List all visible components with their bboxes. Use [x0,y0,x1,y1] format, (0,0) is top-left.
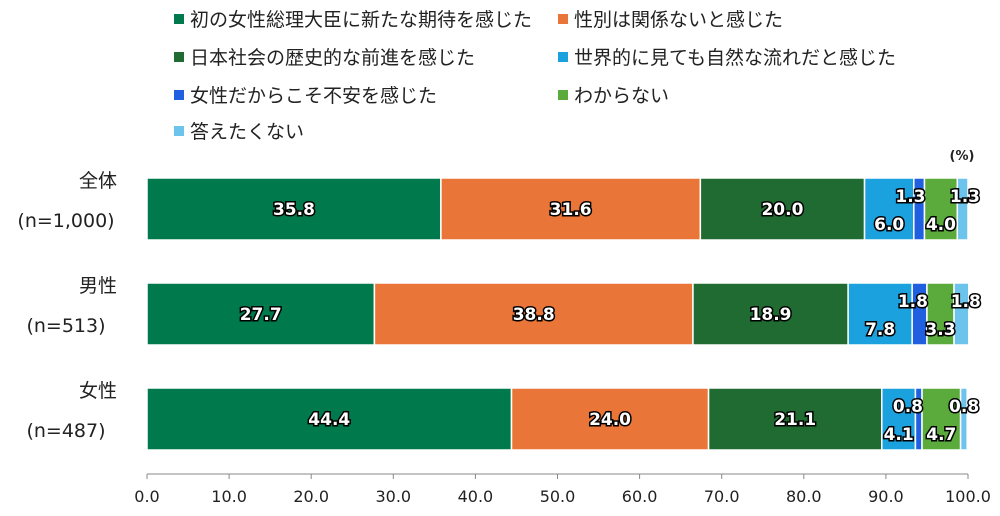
legend-label: 世界的に見ても自然な流れだと感じた [574,47,896,69]
bar-segment [956,177,969,241]
legend-label: わからない [574,85,669,107]
data-label: 1.8 [951,292,981,312]
data-label: 1.3 [895,187,925,207]
data-label: 1.8 [898,292,928,312]
x-tick-label: 40.0 [458,487,494,506]
group-name: 男性 [79,275,117,297]
legend-swatch [174,14,184,24]
bar-segment [923,177,959,241]
x-tick-label: 90.0 [868,487,904,506]
data-label: 31.6 [550,200,592,220]
bar-segment [146,177,442,241]
data-label: 3.3 [925,320,955,340]
legend-swatch [558,90,568,100]
legend-swatch [558,14,568,24]
data-label: 18.9 [750,305,792,325]
bar-segment [510,387,710,451]
group-n: (n=1,000) [17,210,114,232]
legend-swatch [174,126,184,136]
group-n: (n=487) [26,420,105,442]
x-tick-label: 30.0 [375,487,411,506]
group-labels: 全体 (n=1,000) 男性 (n=513) 女性 (n=487) [17,170,117,442]
data-label: 4.1 [884,425,914,445]
x-tick-label: 70.0 [704,487,740,506]
x-axis: 0.0 10.0 20.0 30.0 40.0 50.0 60.0 70.0 80.0 90.0 1… [134,473,991,506]
legend-label: 女性だからこそ不安を感じた [190,85,437,107]
group-n: (n=513) [26,315,105,337]
data-label: 7.8 [865,320,895,340]
bar-segment [926,282,955,346]
bar-segment [692,282,849,346]
data-label: 21.1 [774,410,816,430]
x-tick-label: 10.0 [211,487,247,506]
data-label: 1.3 [950,187,980,207]
bar-segment [921,387,962,451]
legend-label: 初の女性総理大臣に新たな期待を感じた [190,9,532,31]
x-tick-label: 20.0 [293,487,329,506]
legend-label: 答えたくない [190,121,304,143]
unit-label: (%) [950,149,975,164]
data-label: 38.8 [513,305,555,325]
data-label: 20.0 [761,200,803,220]
bar-segment [847,282,913,346]
bars [146,177,970,451]
data-label: 4.0 [926,215,956,235]
x-tick-label: 50.0 [540,487,576,506]
legend-swatch [558,52,568,62]
legend-swatch [174,90,184,100]
data-labels: 35.8 31.6 20.06.01.34.01.327.7 38.8 18.97.81… [238,186,982,447]
bar-segment [699,177,866,241]
data-label: 44.4 [308,410,350,430]
data-label: 6.0 [874,215,904,235]
x-tick-label: 0.0 [134,487,159,506]
data-label: 27.7 [240,305,282,325]
group-name: 女性 [79,380,117,402]
bar-segment [881,387,917,451]
legend-label: 性別は関係ないと感じた [574,9,783,31]
bar-segment [146,282,376,346]
legend: 初の女性総理大臣に新たな期待を感じた 性別は関係ないと感じた日本社会の歴史的な前進… [174,9,896,143]
x-tick-label: 80.0 [786,487,822,506]
bar-segment [440,177,702,241]
bar-segment [953,282,970,346]
x-tick-label: 60.0 [622,487,658,506]
x-tick-label: 100.0 [945,487,991,506]
group-name: 全体 [79,170,117,192]
data-label: 35.8 [273,200,315,220]
bar-segment [373,282,694,346]
bar-segment [959,387,968,451]
data-label: 0.8 [893,397,923,417]
data-label: 0.8 [949,397,979,417]
data-label: 4.7 [926,425,956,445]
data-label: 24.0 [589,410,631,430]
legend-swatch [174,52,184,62]
legend-label: 日本社会の歴史的な前進を感じた [190,47,475,69]
